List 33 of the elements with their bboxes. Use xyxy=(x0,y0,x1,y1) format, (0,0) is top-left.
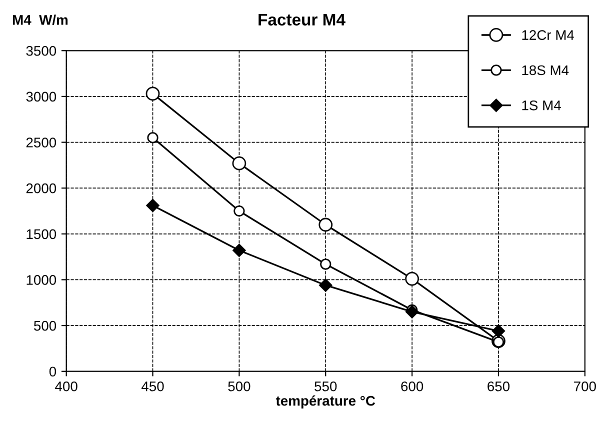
y-tick-label: 3500 xyxy=(26,46,56,56)
y-tick-label: 1000 xyxy=(26,275,56,285)
chart-title: Facteur M4 xyxy=(258,14,346,26)
point xyxy=(318,218,333,232)
point xyxy=(405,272,419,286)
x-tick-label: 650 xyxy=(488,381,510,392)
y-tick-label: 2500 xyxy=(26,138,56,148)
x-axis-title: température °C xyxy=(276,395,376,408)
y-tick-label: 3000 xyxy=(26,92,56,102)
point xyxy=(147,132,158,144)
y-axis-title: M4 W/m xyxy=(12,14,68,25)
point xyxy=(405,305,419,318)
x-tick-label: 600 xyxy=(401,381,424,392)
point xyxy=(146,86,160,101)
point xyxy=(232,244,246,257)
point xyxy=(319,278,332,292)
legend-label: 18S M4 xyxy=(522,65,569,76)
point xyxy=(146,198,160,212)
point xyxy=(234,205,245,217)
legend-label: 12Cr M4 xyxy=(522,30,574,40)
point xyxy=(320,258,332,270)
x-tick-label: 550 xyxy=(314,381,337,392)
x-tick-label: 700 xyxy=(574,381,596,392)
y-tick-label: 500 xyxy=(34,320,56,331)
x-tick-label: 500 xyxy=(228,381,250,392)
x-tick-label: 450 xyxy=(141,381,164,392)
y-tick-label: 0 xyxy=(49,366,56,377)
point xyxy=(492,324,506,338)
y-tick-label: 1500 xyxy=(26,229,56,240)
point xyxy=(232,156,246,170)
x-tick-label: 400 xyxy=(55,381,78,392)
legend-label: 1S M4 xyxy=(522,100,561,110)
y-tick-label: 2000 xyxy=(26,183,56,194)
